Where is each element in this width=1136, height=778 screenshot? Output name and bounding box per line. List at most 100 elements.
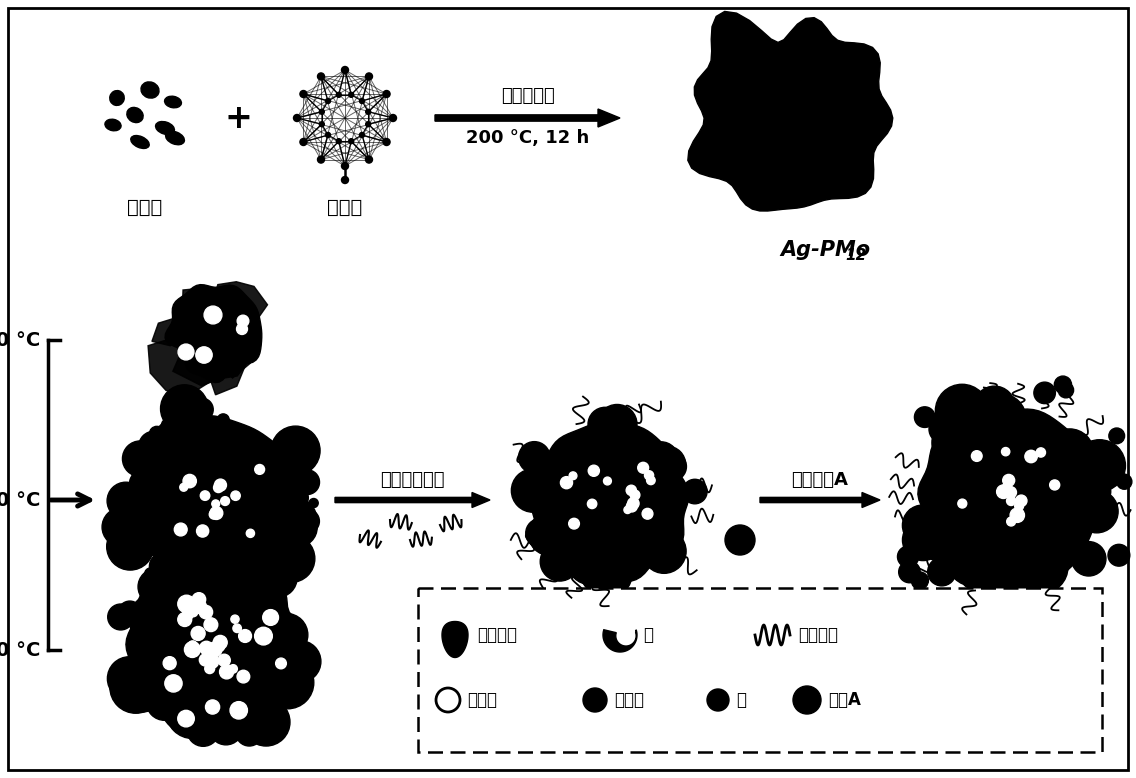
Circle shape (169, 682, 210, 723)
Circle shape (1074, 440, 1126, 492)
Circle shape (897, 546, 919, 567)
Circle shape (214, 483, 224, 492)
Circle shape (793, 686, 821, 714)
Polygon shape (190, 317, 253, 380)
Circle shape (144, 617, 178, 651)
Circle shape (209, 510, 218, 519)
Ellipse shape (141, 82, 159, 98)
Circle shape (211, 500, 219, 508)
Text: +: + (224, 101, 252, 135)
Circle shape (976, 582, 1016, 622)
Circle shape (147, 684, 183, 720)
Circle shape (518, 442, 550, 473)
Circle shape (217, 414, 229, 426)
Circle shape (211, 546, 222, 557)
Circle shape (191, 398, 214, 421)
Circle shape (608, 560, 627, 580)
Circle shape (251, 615, 290, 654)
Circle shape (200, 491, 210, 500)
Circle shape (326, 99, 331, 103)
Circle shape (309, 499, 318, 507)
Circle shape (319, 121, 324, 127)
Circle shape (278, 508, 317, 547)
Text: 氧化银: 氧化银 (467, 691, 498, 709)
Circle shape (540, 462, 577, 499)
Polygon shape (173, 338, 231, 386)
Ellipse shape (166, 131, 184, 145)
Circle shape (270, 497, 317, 545)
Circle shape (249, 562, 283, 598)
Circle shape (658, 452, 686, 481)
Polygon shape (603, 629, 637, 652)
Polygon shape (148, 338, 214, 395)
Polygon shape (442, 622, 468, 657)
Circle shape (1014, 502, 1024, 510)
Polygon shape (206, 306, 249, 348)
Circle shape (231, 491, 240, 500)
Circle shape (294, 488, 302, 496)
Polygon shape (208, 354, 245, 394)
Circle shape (108, 604, 134, 630)
Circle shape (644, 442, 678, 476)
Circle shape (270, 651, 311, 692)
Circle shape (186, 566, 234, 613)
Circle shape (108, 657, 151, 700)
Circle shape (169, 423, 200, 454)
Circle shape (200, 641, 214, 655)
Circle shape (137, 453, 153, 468)
Circle shape (1002, 573, 1025, 597)
Text: 固定核酸适体: 固定核酸适体 (381, 471, 445, 489)
Circle shape (236, 435, 275, 473)
Text: 硫代乙酰胺: 硫代乙酰胺 (501, 87, 554, 105)
Circle shape (219, 664, 234, 679)
Circle shape (107, 523, 153, 570)
Circle shape (237, 671, 250, 683)
Circle shape (207, 537, 257, 586)
Circle shape (199, 605, 212, 619)
Circle shape (583, 688, 607, 712)
Circle shape (569, 518, 579, 529)
Circle shape (366, 156, 373, 163)
Circle shape (914, 407, 935, 427)
Circle shape (1085, 505, 1109, 528)
Circle shape (336, 93, 341, 97)
Circle shape (626, 501, 637, 512)
Text: 二硫化钼: 二硫化钼 (477, 626, 517, 644)
Circle shape (200, 429, 239, 467)
Circle shape (1002, 483, 1012, 493)
Circle shape (204, 654, 219, 668)
Circle shape (139, 431, 169, 462)
Circle shape (929, 415, 957, 443)
Circle shape (258, 633, 270, 644)
Circle shape (955, 406, 983, 433)
Circle shape (1071, 541, 1106, 576)
Circle shape (231, 615, 239, 623)
Circle shape (959, 436, 987, 464)
Circle shape (150, 679, 179, 708)
Circle shape (204, 306, 222, 324)
Polygon shape (165, 285, 261, 383)
Circle shape (295, 510, 319, 533)
Circle shape (632, 440, 661, 468)
Circle shape (117, 661, 168, 712)
Circle shape (189, 608, 198, 617)
Text: 12: 12 (845, 248, 867, 263)
Circle shape (537, 465, 573, 500)
Circle shape (228, 664, 237, 673)
Circle shape (587, 499, 596, 509)
Circle shape (638, 464, 668, 493)
Circle shape (197, 525, 209, 537)
Circle shape (261, 657, 314, 709)
Circle shape (1010, 508, 1025, 523)
FancyBboxPatch shape (8, 8, 1128, 770)
Circle shape (248, 523, 285, 560)
Circle shape (136, 602, 165, 630)
Circle shape (118, 601, 142, 625)
Circle shape (1016, 495, 1027, 506)
Circle shape (707, 689, 729, 711)
Circle shape (935, 384, 988, 438)
Polygon shape (216, 338, 250, 378)
Circle shape (624, 506, 632, 513)
Ellipse shape (165, 96, 182, 108)
Circle shape (317, 156, 325, 163)
